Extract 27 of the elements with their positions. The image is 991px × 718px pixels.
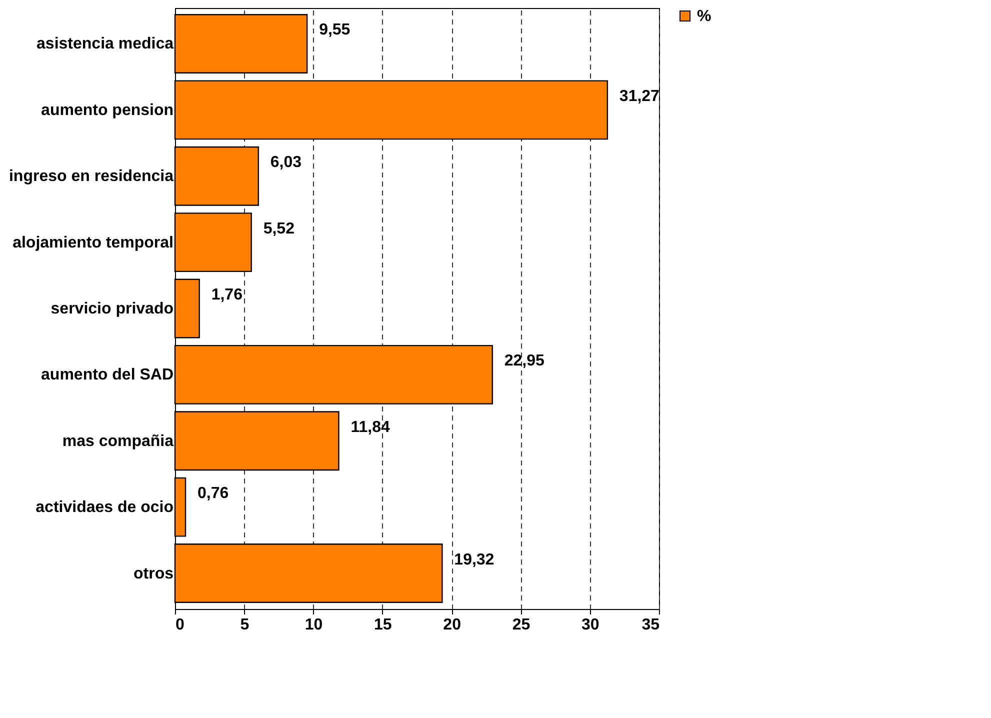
y-tick-label: aumento pension bbox=[41, 102, 174, 119]
data-label: 31,27 bbox=[619, 88, 660, 105]
y-tick-label: servicio privado bbox=[50, 300, 174, 318]
data-label: 6,03 bbox=[270, 154, 302, 172]
data-label: 9,55 bbox=[319, 22, 350, 39]
y-tick-label: otros bbox=[134, 565, 174, 582]
y-tick-label: mas compañia bbox=[62, 432, 174, 450]
x-tick-label: 35 bbox=[642, 616, 660, 634]
x-tick-label: 15 bbox=[374, 616, 392, 634]
y-tick-label: asistencia medica bbox=[36, 36, 174, 53]
data-label: 1,76 bbox=[211, 286, 243, 304]
data-label: 0,76 bbox=[198, 485, 229, 502]
data-label: 19,32 bbox=[454, 551, 494, 568]
y-tick-label: actividaes de ocio bbox=[36, 499, 174, 516]
y-tick-label: ingreso en residencia bbox=[8, 168, 174, 186]
y-tick-label: aumento del SAD bbox=[41, 366, 174, 384]
x-tick-label: 30 bbox=[581, 616, 600, 634]
legend-label: % bbox=[697, 8, 712, 25]
x-tick-label: 10 bbox=[304, 616, 323, 634]
x-tick-label: 0 bbox=[176, 616, 184, 634]
x-tick-label: 25 bbox=[512, 616, 530, 634]
x-tick-label: 20 bbox=[443, 616, 462, 634]
data-label: 11,84 bbox=[350, 418, 390, 436]
y-tick-label: alojamiento temporal bbox=[12, 234, 174, 252]
data-label: 5,52 bbox=[263, 220, 295, 238]
x-tick-label: 5 bbox=[240, 616, 250, 634]
data-label: 22,95 bbox=[504, 352, 545, 370]
